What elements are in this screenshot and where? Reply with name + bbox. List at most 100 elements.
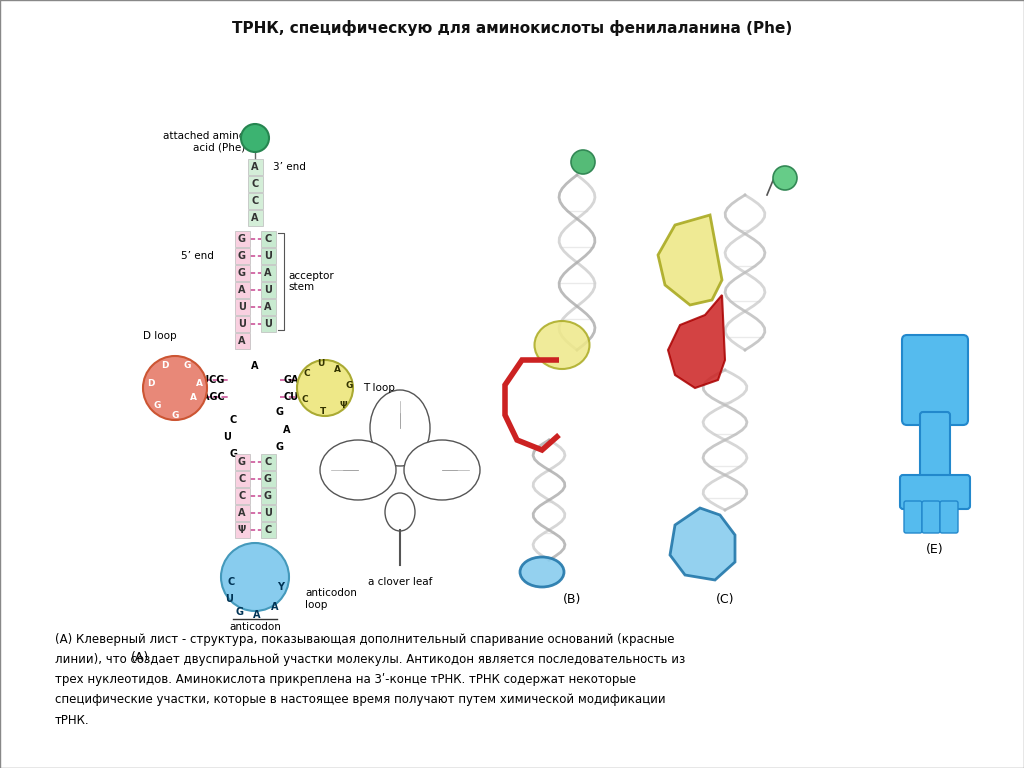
FancyBboxPatch shape bbox=[260, 316, 275, 332]
FancyBboxPatch shape bbox=[260, 265, 275, 281]
Text: C: C bbox=[239, 474, 246, 484]
FancyBboxPatch shape bbox=[234, 488, 250, 504]
FancyBboxPatch shape bbox=[940, 501, 958, 533]
FancyBboxPatch shape bbox=[248, 193, 262, 209]
Text: C: C bbox=[251, 196, 259, 206]
FancyBboxPatch shape bbox=[234, 471, 250, 487]
Text: U: U bbox=[223, 432, 231, 442]
FancyBboxPatch shape bbox=[234, 265, 250, 281]
Text: D: D bbox=[161, 362, 169, 370]
Text: A: A bbox=[264, 268, 271, 278]
Text: A: A bbox=[251, 361, 259, 371]
Circle shape bbox=[221, 543, 289, 611]
Text: acceptor
stem: acceptor stem bbox=[288, 270, 334, 293]
Text: A: A bbox=[239, 285, 246, 295]
Ellipse shape bbox=[520, 557, 564, 587]
Text: GACAC: GACAC bbox=[283, 375, 321, 385]
Ellipse shape bbox=[385, 493, 415, 531]
Text: G: G bbox=[238, 251, 246, 261]
Text: G: G bbox=[276, 407, 284, 417]
Text: Y: Y bbox=[278, 582, 285, 592]
Text: A: A bbox=[334, 366, 341, 375]
Text: A: A bbox=[271, 602, 279, 612]
FancyBboxPatch shape bbox=[234, 282, 250, 298]
Text: 3’ end: 3’ end bbox=[273, 162, 306, 172]
Text: D loop: D loop bbox=[143, 331, 177, 341]
FancyBboxPatch shape bbox=[234, 333, 250, 349]
FancyBboxPatch shape bbox=[248, 176, 262, 192]
Text: CUGUG: CUGUG bbox=[283, 392, 322, 402]
FancyBboxPatch shape bbox=[234, 454, 250, 470]
Text: A: A bbox=[239, 336, 246, 346]
Text: U: U bbox=[238, 319, 246, 329]
FancyBboxPatch shape bbox=[234, 299, 250, 315]
Circle shape bbox=[571, 150, 595, 174]
Text: U: U bbox=[264, 285, 272, 295]
Text: anticodon
loop: anticodon loop bbox=[305, 588, 357, 610]
Text: A: A bbox=[264, 302, 271, 312]
Text: специфические участки, которые в настоящее время получают путем химической модиф: специфические участки, которые в настоящ… bbox=[55, 694, 666, 707]
FancyBboxPatch shape bbox=[248, 159, 262, 175]
Text: ТРНК, специфическую для аминокислоты фенилаланина (Phe): ТРНК, специфическую для аминокислоты фен… bbox=[231, 20, 793, 36]
Text: 5’ end: 5’ end bbox=[181, 251, 214, 261]
Text: G: G bbox=[171, 412, 178, 421]
Text: U: U bbox=[264, 319, 272, 329]
Text: G: G bbox=[229, 449, 237, 459]
Ellipse shape bbox=[404, 440, 480, 500]
FancyBboxPatch shape bbox=[900, 475, 970, 509]
Ellipse shape bbox=[319, 440, 396, 500]
Text: U: U bbox=[264, 508, 272, 518]
Text: C: C bbox=[239, 491, 246, 501]
Text: C: C bbox=[229, 415, 237, 425]
Text: C: C bbox=[264, 457, 271, 467]
Circle shape bbox=[773, 166, 797, 190]
FancyBboxPatch shape bbox=[234, 231, 250, 247]
Text: A: A bbox=[251, 213, 259, 223]
Text: G: G bbox=[264, 491, 272, 501]
Circle shape bbox=[241, 124, 269, 152]
Text: GAGC: GAGC bbox=[195, 392, 225, 402]
Text: A: A bbox=[284, 425, 291, 435]
Ellipse shape bbox=[370, 390, 430, 466]
Text: линии), что создает двуспиральной участки молекулы. Антикодон является последова: линии), что создает двуспиральной участк… bbox=[55, 654, 685, 667]
FancyBboxPatch shape bbox=[922, 501, 940, 533]
FancyBboxPatch shape bbox=[260, 505, 275, 521]
Text: A: A bbox=[251, 162, 259, 172]
Text: G: G bbox=[154, 402, 161, 411]
FancyBboxPatch shape bbox=[260, 488, 275, 504]
Text: (А) Клеверный лист - структура, показывающая дополнительный спаривание оснований: (А) Клеверный лист - структура, показыва… bbox=[55, 634, 675, 647]
Text: Ψ: Ψ bbox=[238, 525, 246, 535]
Circle shape bbox=[143, 356, 207, 420]
FancyBboxPatch shape bbox=[260, 471, 275, 487]
Text: C: C bbox=[251, 179, 259, 189]
Text: (B): (B) bbox=[563, 594, 582, 607]
Text: U: U bbox=[264, 251, 272, 261]
Text: attached amino
acid (Phe): attached amino acid (Phe) bbox=[163, 131, 245, 153]
FancyBboxPatch shape bbox=[234, 248, 250, 264]
Text: A: A bbox=[253, 610, 261, 620]
FancyBboxPatch shape bbox=[234, 505, 250, 521]
Ellipse shape bbox=[535, 321, 590, 369]
FancyBboxPatch shape bbox=[902, 335, 968, 425]
Text: (A): (A) bbox=[131, 650, 150, 664]
FancyBboxPatch shape bbox=[260, 454, 275, 470]
Text: U: U bbox=[317, 359, 325, 369]
FancyBboxPatch shape bbox=[234, 316, 250, 332]
Text: D: D bbox=[147, 379, 155, 388]
Text: C: C bbox=[304, 369, 310, 379]
FancyBboxPatch shape bbox=[920, 412, 950, 488]
Text: C: C bbox=[264, 525, 271, 535]
FancyBboxPatch shape bbox=[248, 210, 262, 226]
Text: U: U bbox=[225, 594, 232, 604]
Text: A: A bbox=[189, 393, 197, 402]
Text: G: G bbox=[264, 474, 272, 484]
Text: C: C bbox=[302, 396, 308, 405]
FancyBboxPatch shape bbox=[904, 501, 922, 533]
FancyBboxPatch shape bbox=[260, 282, 275, 298]
Text: U: U bbox=[238, 302, 246, 312]
Text: T loop: T loop bbox=[362, 383, 395, 393]
Text: a clover leaf: a clover leaf bbox=[368, 577, 432, 587]
FancyBboxPatch shape bbox=[260, 522, 275, 538]
Circle shape bbox=[297, 360, 353, 416]
Text: (C): (C) bbox=[716, 594, 734, 607]
